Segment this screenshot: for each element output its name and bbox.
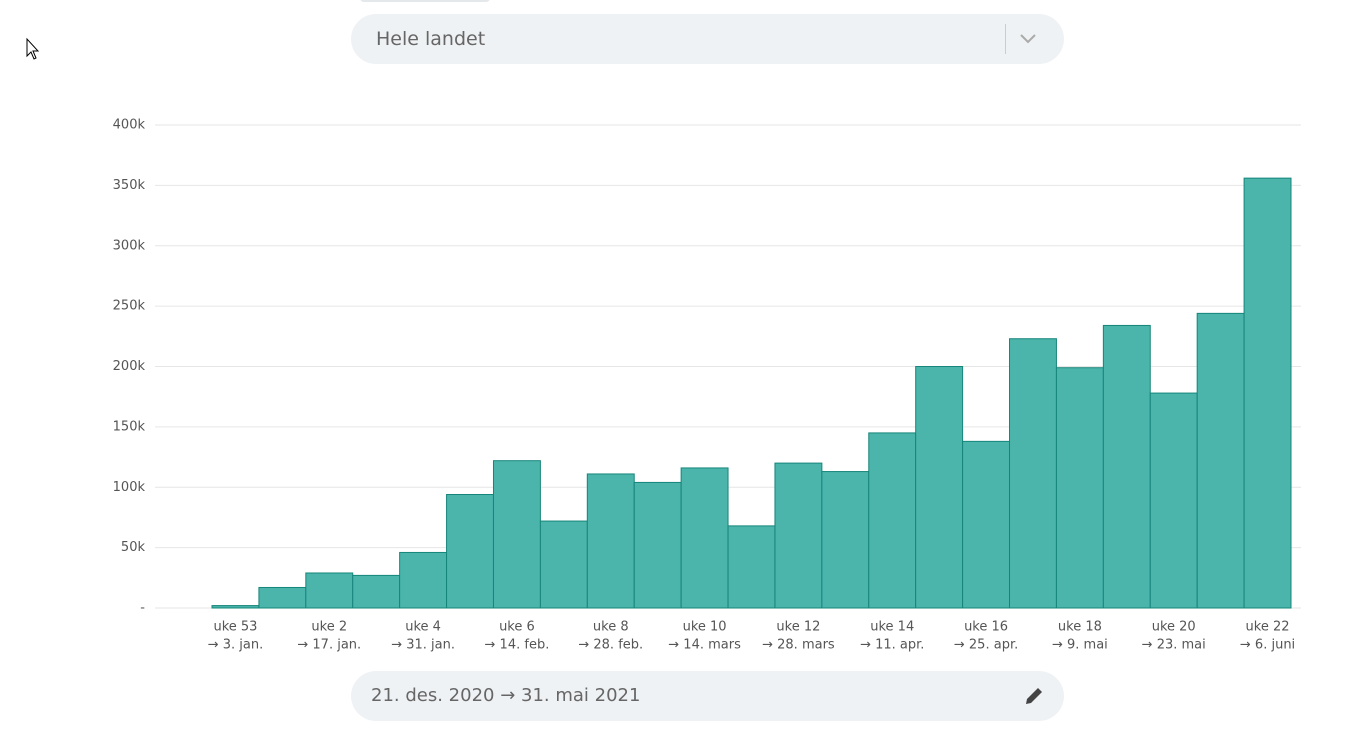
x-tick-sublabel: → 9. mai — [1052, 638, 1108, 653]
bar — [727, 525, 776, 609]
x-tick-label: uke 14 — [870, 620, 914, 635]
x-tick-sublabel: → 14. feb. — [485, 638, 550, 653]
y-tick-label: 50k — [121, 540, 146, 555]
x-tick-label: uke 12 — [776, 620, 820, 635]
x-tick-label: uke 6 — [499, 620, 535, 635]
x-tick-sublabel: → 25. apr. — [954, 638, 1018, 653]
bar — [1055, 367, 1104, 609]
bar — [258, 586, 307, 609]
bar — [352, 574, 401, 609]
x-tick-sublabel: → 3. jan. — [208, 638, 264, 653]
y-tick-label: 250k — [113, 299, 146, 314]
bar — [1009, 338, 1057, 609]
x-tick-label: uke 10 — [683, 620, 727, 635]
y-tick-label: 350k — [113, 178, 146, 193]
region-select[interactable]: Hele landet — [351, 14, 1064, 64]
x-tick-label: uke 20 — [1152, 620, 1196, 635]
bar — [1149, 392, 1198, 609]
bar — [586, 473, 635, 609]
x-tick-sublabel: → 28. feb. — [578, 638, 643, 653]
date-range[interactable]: 21. des. 2020 → 31. mai 2021 — [351, 671, 1064, 721]
x-tick-sublabel: → 28. mars — [762, 638, 835, 653]
bar — [446, 493, 494, 609]
bar — [633, 481, 682, 609]
partial-control — [360, 0, 490, 2]
cursor — [26, 37, 40, 60]
divider — [1005, 24, 1006, 54]
x-tick-label: uke 4 — [405, 620, 441, 635]
bar — [774, 462, 823, 609]
x-tick-label: uke 18 — [1058, 620, 1102, 635]
bar — [539, 520, 588, 609]
y-tick-label: 400k — [113, 118, 146, 133]
bar — [1102, 324, 1151, 609]
x-tick-sublabel: → 6. juni — [1240, 638, 1295, 653]
x-tick-label: uke 2 — [311, 620, 347, 635]
bar — [399, 551, 448, 609]
x-tick-sublabel: → 14. mars — [668, 638, 741, 653]
bar — [680, 467, 729, 609]
x-tick-sublabel: → 17. jan. — [297, 638, 361, 653]
x-tick-sublabel: → 23. mai — [1142, 638, 1206, 653]
x-tick-label: uke 16 — [964, 620, 1008, 635]
bar — [305, 572, 354, 609]
edit-icon[interactable] — [1023, 685, 1045, 707]
bar — [1196, 312, 1245, 609]
y-tick-label: 300k — [113, 238, 146, 253]
region-value: Hele landet — [376, 28, 486, 50]
bar — [492, 460, 541, 609]
x-tick-label: uke 53 — [213, 620, 257, 635]
bar — [962, 440, 1011, 609]
chevron — [1020, 34, 1036, 44]
y-tick-label: 150k — [113, 419, 146, 434]
x-tick-label: uke 22 — [1246, 620, 1290, 635]
bar — [821, 471, 870, 609]
bar — [1243, 177, 1292, 609]
bar — [211, 605, 260, 609]
x-tick-label: uke 8 — [593, 620, 629, 635]
bar — [868, 432, 917, 609]
y-tick-label: 100k — [113, 480, 146, 495]
bar — [915, 366, 964, 609]
y-tick-label: - — [140, 601, 145, 616]
date-range-text: 21. des. 2020 → 31. mai 2021 — [371, 685, 641, 706]
x-tick-sublabel: → 31. jan. — [391, 638, 455, 653]
x-tick-sublabel: → 11. apr. — [860, 638, 924, 653]
y-tick-label: 200k — [113, 359, 146, 374]
